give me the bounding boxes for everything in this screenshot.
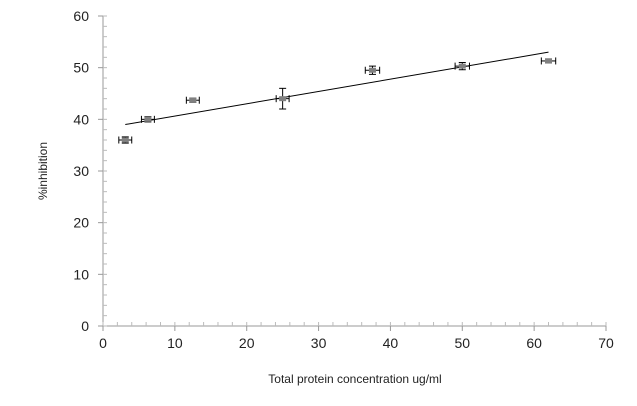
x-axis-title: Total protein concentration ug/ml xyxy=(268,372,441,386)
data-point xyxy=(140,115,155,123)
y-tick-label: 50 xyxy=(73,60,89,76)
y-tick-label: 20 xyxy=(73,215,89,231)
axes xyxy=(102,15,607,327)
data-points xyxy=(118,57,557,144)
trendline-group xyxy=(125,51,549,125)
point-marker xyxy=(189,97,197,103)
data-point xyxy=(540,57,557,65)
point-marker xyxy=(121,137,129,143)
data-point xyxy=(118,136,133,144)
x-tick-label: 10 xyxy=(167,335,183,351)
point-marker xyxy=(279,96,287,102)
y-axis-title: %inhibition xyxy=(36,142,50,200)
data-point xyxy=(185,96,200,104)
y-tick-label: 10 xyxy=(73,266,89,282)
data-point xyxy=(364,65,381,75)
x-tick-label: 30 xyxy=(311,335,327,351)
point-marker xyxy=(545,58,553,64)
point-marker xyxy=(458,63,466,69)
x-tick-label: 40 xyxy=(383,335,399,351)
y-tick-label: 40 xyxy=(73,111,89,127)
y-tick-label: 0 xyxy=(81,318,89,334)
point-marker xyxy=(144,116,152,122)
y-axis-ticks: 0 10 20 30 40 50 60 xyxy=(73,8,103,334)
data-point xyxy=(275,87,290,110)
x-tick-label: 70 xyxy=(598,335,614,351)
x-axis-ticks: 0 10 20 30 40 50 60 70 xyxy=(99,326,614,351)
x-tick-label: 50 xyxy=(454,335,470,351)
y-tick-label: 60 xyxy=(73,8,89,24)
x-tick-label: 20 xyxy=(239,335,255,351)
y-tick-label: 30 xyxy=(73,163,89,179)
point-marker xyxy=(368,67,376,73)
data-point xyxy=(454,62,470,71)
x-tick-label: 60 xyxy=(526,335,542,351)
trendline xyxy=(125,51,549,125)
x-tick-label: 0 xyxy=(99,335,107,351)
